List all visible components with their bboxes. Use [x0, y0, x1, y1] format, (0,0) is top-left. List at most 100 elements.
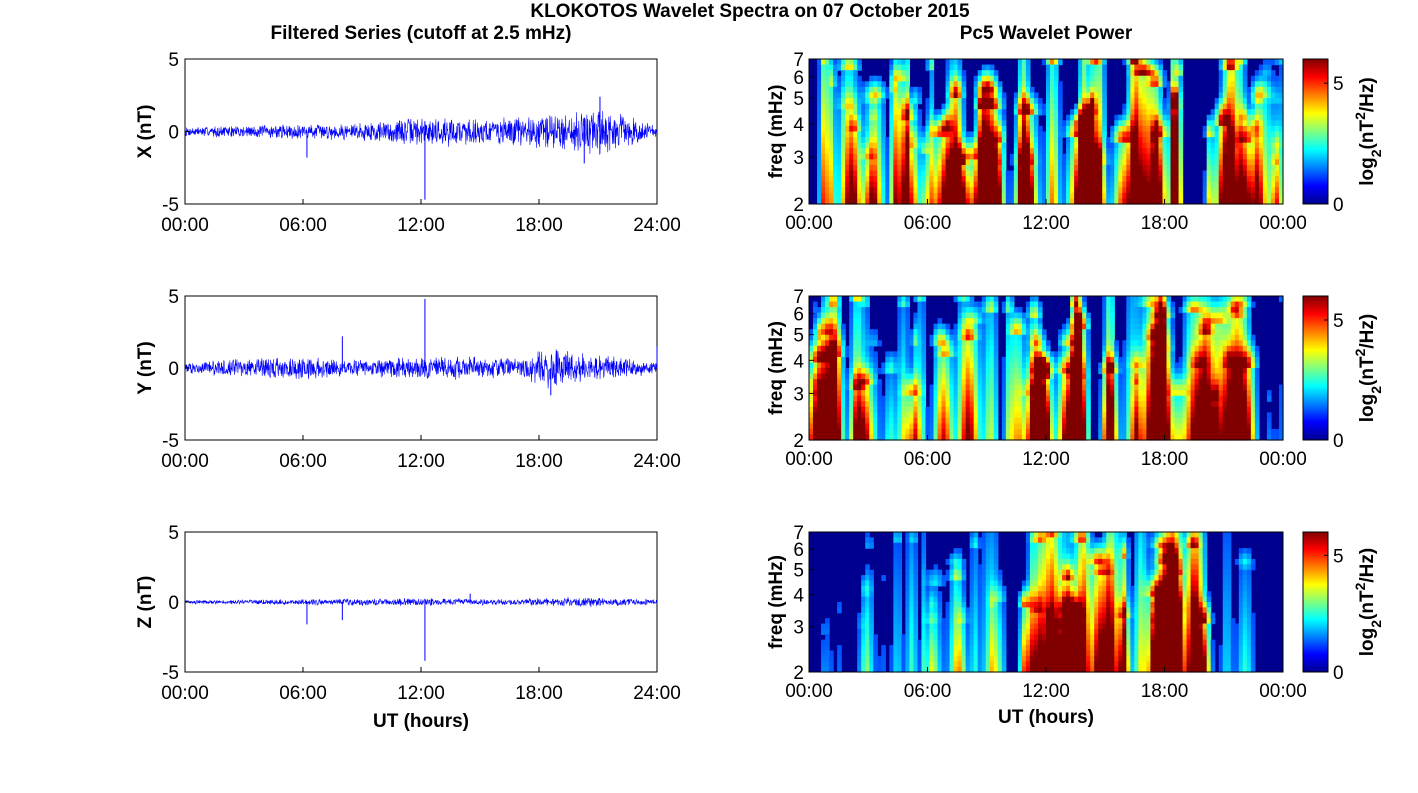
power-cell — [1171, 407, 1176, 413]
power-cell — [841, 193, 846, 199]
power-cell — [873, 340, 878, 346]
power-cell — [1183, 423, 1188, 429]
power-cell — [1018, 171, 1023, 177]
power-cell — [1207, 329, 1212, 335]
power-cell — [1086, 115, 1091, 121]
power-cell — [1215, 368, 1220, 374]
power-cell — [1207, 148, 1212, 154]
power-cell — [829, 76, 834, 82]
power-cell — [817, 59, 822, 65]
xtick-label: 24:00 — [633, 451, 681, 472]
power-cell — [930, 104, 935, 110]
power-cell — [1207, 324, 1212, 330]
power-cell — [889, 187, 894, 193]
power-cell — [1002, 423, 1007, 429]
power-cell — [1018, 407, 1023, 413]
power-cell — [1150, 385, 1155, 391]
power-cell — [994, 120, 999, 126]
power-cell — [1162, 193, 1167, 199]
power-cell — [901, 65, 906, 71]
power-cell — [1126, 329, 1131, 335]
power-cell — [1030, 407, 1035, 413]
power-cell — [849, 115, 854, 121]
power-cell — [1118, 357, 1123, 363]
power-cell — [881, 171, 886, 177]
power-cell — [1022, 81, 1027, 87]
power-cell — [1122, 193, 1127, 199]
power-cell — [1014, 423, 1019, 429]
power-cell — [950, 87, 955, 93]
power-cell — [917, 324, 922, 330]
power-cell — [829, 98, 834, 104]
power-cell — [1247, 109, 1252, 115]
power-cell — [1130, 92, 1135, 98]
power-cell — [1207, 302, 1212, 308]
power-cell — [1022, 329, 1027, 335]
power-cell — [1271, 154, 1276, 160]
power-cell — [833, 76, 838, 82]
power-cell — [1223, 115, 1228, 121]
power-cell — [881, 187, 886, 193]
power-cell — [1158, 81, 1163, 87]
power-cell — [958, 92, 963, 98]
power-cell — [1106, 296, 1111, 302]
power-cell — [1002, 132, 1007, 138]
power-cell — [1223, 159, 1228, 165]
power-cell — [930, 92, 935, 98]
power-cell — [946, 351, 951, 357]
power-cell — [841, 104, 846, 110]
power-cell — [1199, 362, 1204, 368]
power-cell — [1162, 98, 1167, 104]
power-cell — [1227, 165, 1232, 171]
power-cell — [950, 182, 955, 188]
power-cell — [938, 407, 943, 413]
power-cell — [1110, 182, 1115, 188]
power-cell — [1074, 423, 1079, 429]
power-cell — [1235, 126, 1240, 132]
power-cell — [897, 379, 902, 385]
power-cell — [1167, 418, 1172, 424]
power-cell — [1026, 418, 1031, 424]
power-cell — [841, 368, 846, 374]
power-cell — [889, 120, 894, 126]
power-cell — [1203, 187, 1208, 193]
power-cell — [1223, 324, 1228, 330]
power-cell — [930, 143, 935, 149]
power-cell — [1066, 324, 1071, 330]
power-cell — [1150, 335, 1155, 341]
power-cell — [1082, 148, 1087, 154]
power-cell — [1010, 351, 1015, 357]
power-cell — [954, 396, 959, 402]
power-cell — [1179, 165, 1184, 171]
power-cell — [962, 396, 967, 402]
power-cell — [1271, 109, 1276, 115]
power-cell — [845, 148, 850, 154]
power-cell — [1046, 368, 1051, 374]
power-cell — [1034, 143, 1039, 149]
power-cell — [970, 182, 975, 188]
power-cell — [845, 115, 850, 121]
power-cell — [974, 98, 979, 104]
power-cell — [829, 390, 834, 396]
power-cell — [1146, 351, 1151, 357]
power-cell — [873, 109, 878, 115]
power-cell — [1058, 182, 1063, 188]
power-cell — [1082, 385, 1087, 391]
power-cell — [1058, 346, 1063, 352]
power-cell — [1010, 171, 1015, 177]
power-cell — [958, 137, 963, 143]
power-cell — [1154, 59, 1159, 65]
power-cell — [917, 182, 922, 188]
power-cell — [1118, 182, 1123, 188]
power-cell — [942, 324, 947, 330]
power-cell — [1171, 379, 1176, 385]
power-cell — [1006, 396, 1011, 402]
power-cell — [1094, 109, 1099, 115]
power-cell — [1154, 335, 1159, 341]
power-cell — [1070, 357, 1075, 363]
power-cell — [861, 385, 866, 391]
power-cell — [817, 70, 822, 76]
power-cell — [1086, 104, 1091, 110]
power-cell — [901, 193, 906, 199]
power-cell — [1026, 159, 1031, 165]
